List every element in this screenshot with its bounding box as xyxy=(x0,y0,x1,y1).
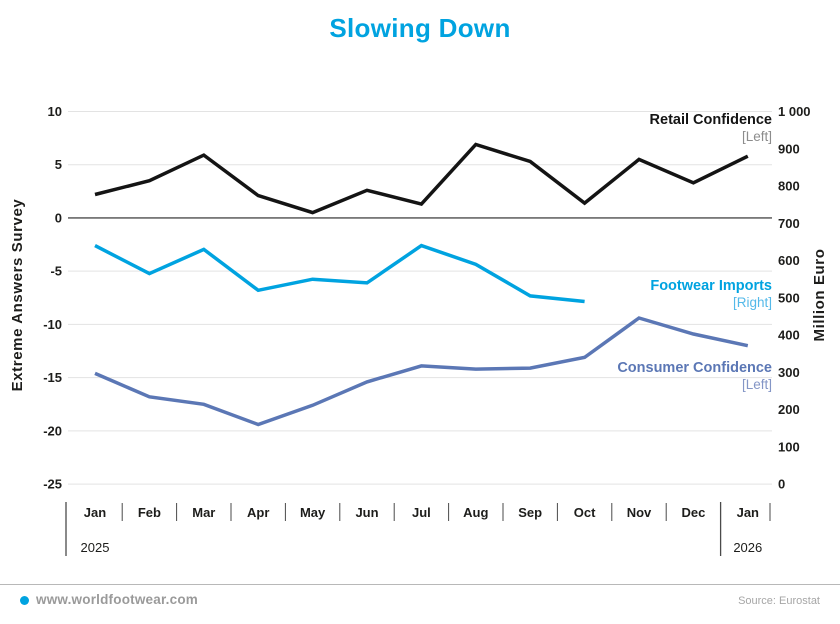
series-sublabel-consumer-confidence: [Left] xyxy=(742,377,772,392)
left-axis-tick: 10 xyxy=(48,104,62,119)
source-credit: Source: Eurostat xyxy=(738,595,820,607)
series-label-retail-confidence: Retail Confidence xyxy=(650,112,772,128)
x-axis-year-label: 2025 xyxy=(81,540,110,555)
right-axis-tick: 100 xyxy=(778,439,800,454)
right-axis-tick: 200 xyxy=(778,402,800,417)
right-axis-tick: 700 xyxy=(778,216,800,231)
x-axis-month-label: Apr xyxy=(247,505,269,520)
x-axis-year-label: 2026 xyxy=(733,540,762,555)
right-axis-tick: 1 000 xyxy=(778,104,811,119)
left-axis-tick: -15 xyxy=(43,370,62,385)
x-axis-month-label: Aug xyxy=(463,505,488,520)
right-axis-tick: 900 xyxy=(778,141,800,156)
left-axis-title: Extreme Answers Survey xyxy=(9,199,26,392)
x-axis-month-label: Feb xyxy=(138,505,161,520)
left-axis-tick: 0 xyxy=(55,210,62,225)
x-axis-month-label: May xyxy=(300,505,326,520)
series-sublabel-retail-confidence: [Left] xyxy=(742,129,772,144)
series-line-footwear-imports xyxy=(94,243,585,304)
series-sublabel-footwear-imports: [Right] xyxy=(733,295,772,310)
site-bullet-icon xyxy=(20,596,29,605)
series-line-consumer-confidence xyxy=(94,316,749,427)
series-label-footwear-imports: Footwear Imports xyxy=(650,278,772,294)
line-chart: 10 5 0 -5 -10 -15 -20 -25 1 000 900 800 700 600 500 40… xyxy=(9,104,828,556)
x-axis-month-label: Nov xyxy=(627,505,652,520)
x-axis-month-label: Jun xyxy=(355,505,378,520)
x-axis-month-label: Mar xyxy=(192,505,215,520)
x-axis-month-label: Dec xyxy=(681,505,705,520)
series-line-retail-confidence xyxy=(94,142,749,215)
series-label-consumer-confidence: Consumer Confidence xyxy=(617,360,772,376)
x-axis-month-label: Sep xyxy=(518,505,542,520)
right-axis-tick: 500 xyxy=(778,290,800,305)
left-axis-tick: 5 xyxy=(55,157,62,172)
left-axis-tick: -5 xyxy=(50,264,62,279)
x-axis-month-label: Oct xyxy=(574,505,596,520)
x-axis-month-label: Jan xyxy=(737,505,759,520)
right-axis-title: Million Euro xyxy=(811,248,828,341)
right-axis-tick: 0 xyxy=(778,477,785,492)
right-axis-tick: 400 xyxy=(778,328,800,343)
chart-title: Slowing Down xyxy=(329,13,511,43)
right-axis-tick: 300 xyxy=(778,365,800,380)
site-link[interactable]: www.worldfootwear.com xyxy=(36,592,198,607)
right-axis-tick: 600 xyxy=(778,253,800,268)
x-axis-month-label: Jan xyxy=(84,505,106,520)
right-axis-tick: 800 xyxy=(778,179,800,194)
left-axis-tick: -10 xyxy=(43,317,62,332)
x-axis-month-label: Jul xyxy=(412,505,431,520)
left-axis-tick: -25 xyxy=(43,477,62,492)
footer-divider xyxy=(0,584,840,585)
left-axis-tick: -20 xyxy=(43,423,62,438)
